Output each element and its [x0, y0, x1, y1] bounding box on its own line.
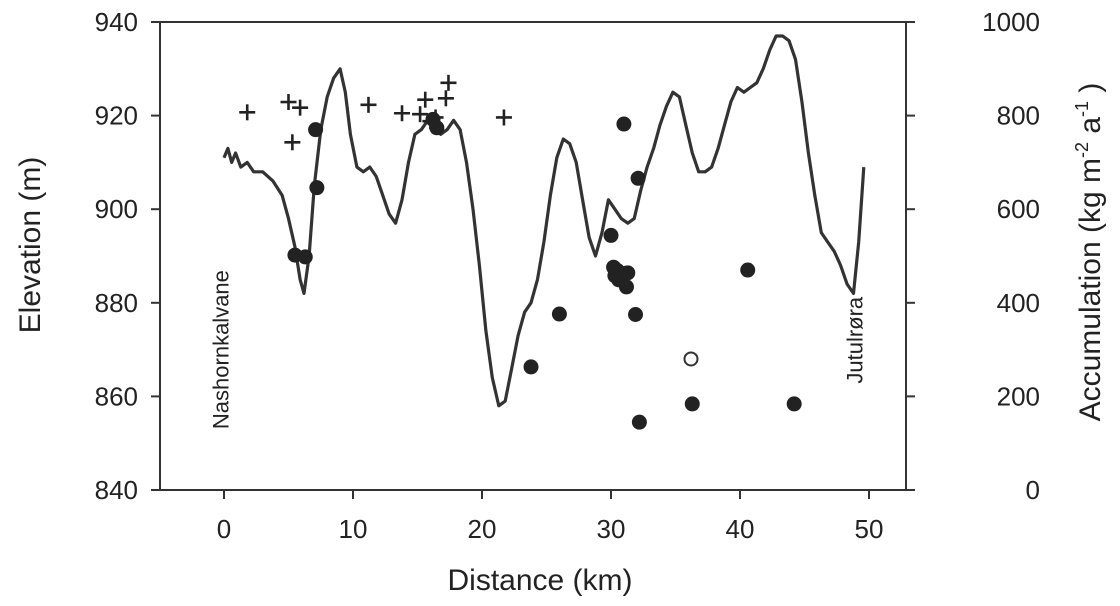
filled-circle-marker	[551, 306, 567, 322]
y-right-tick-label: 200	[997, 381, 1040, 411]
filled-circle-marker	[631, 414, 647, 430]
filled-circle-marker	[523, 359, 539, 375]
filled-circle-marker	[603, 227, 619, 243]
site-label-jutulrora: Jutulrøra	[843, 296, 868, 384]
y-right-tick-label: 800	[997, 101, 1040, 131]
plus-marker	[284, 134, 301, 151]
x-tick-label: 20	[468, 514, 497, 544]
filled-circle-marker	[309, 180, 325, 196]
y-left-tick-label: 840	[95, 475, 138, 505]
x-tick-label: 10	[339, 514, 368, 544]
y-left-tick-label: 900	[95, 194, 138, 224]
plus-marker	[417, 91, 434, 108]
y-left-tick-label: 860	[95, 381, 138, 411]
y-left-tick-label: 920	[95, 101, 138, 131]
y-left-tick-label: 940	[95, 7, 138, 37]
filled-circle-marker	[630, 170, 646, 186]
x-axis-title: Distance (km)	[447, 564, 632, 597]
filled-circle-marker	[297, 249, 313, 265]
plus-marker	[360, 96, 377, 113]
filled-circle-marker	[308, 122, 324, 138]
site-label-nashornkalvane: Nashornkalvane	[208, 270, 233, 429]
filled-circle-marker	[618, 279, 634, 295]
y-axis-right-title-exp2: -1	[1072, 101, 1092, 117]
x-tick-label: 0	[217, 514, 231, 544]
y-axis-right-title-exp1: -2	[1072, 142, 1092, 158]
plot-frame	[159, 21, 907, 491]
filled-circle-marker	[429, 120, 445, 136]
y-right-tick-label: 600	[997, 194, 1040, 224]
y-right-tick-label: 1000	[982, 7, 1040, 37]
plus-marker	[394, 105, 411, 122]
filled-circle-marker	[786, 396, 802, 412]
plus-marker	[440, 74, 457, 91]
plus-marker	[437, 90, 454, 107]
elevation-profile-line	[222, 34, 866, 408]
y-axis-right-title-close: )	[1074, 83, 1107, 101]
y-axis-right-title-unit: a	[1074, 117, 1107, 142]
y-axis-left-title: Elevation (m)	[14, 157, 47, 334]
plus-marker	[412, 106, 429, 123]
filled-circle-marker	[684, 396, 700, 412]
filled-circle-marker	[620, 265, 636, 281]
open-circle-marker	[683, 351, 699, 367]
filled-circle-marker	[616, 116, 632, 132]
plus-marker	[292, 99, 309, 116]
filled-circle-marker	[628, 307, 644, 322]
x-tick-label: 50	[855, 514, 884, 544]
y-left-tick-label: 880	[95, 288, 138, 318]
y-axis-right-title-main: Accumulation (kg m	[1074, 158, 1107, 421]
x-tick-label: 30	[597, 514, 626, 544]
y-axis-right-title: Accumulation (kg m-2 a-1 )	[1072, 83, 1107, 422]
plus-marker	[495, 109, 512, 126]
y-right-tick-label: 0	[1026, 475, 1040, 505]
x-tick-label: 40	[726, 514, 755, 544]
plus-marker	[280, 94, 297, 111]
y-right-tick-label: 400	[997, 288, 1040, 318]
filled-circle-marker	[740, 262, 756, 278]
plus-marker	[239, 104, 256, 121]
